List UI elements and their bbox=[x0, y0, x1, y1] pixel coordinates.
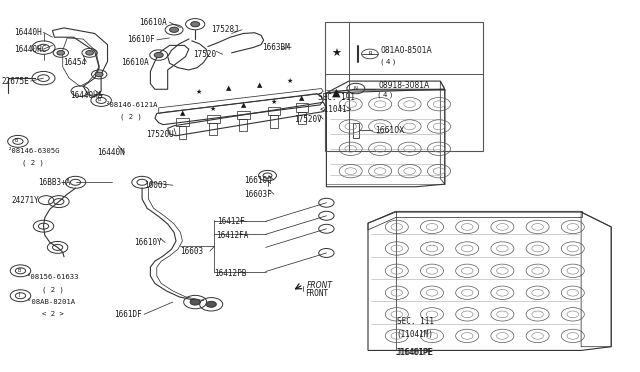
Text: B: B bbox=[17, 267, 21, 273]
Text: 17528J: 17528J bbox=[211, 25, 239, 34]
Text: 1661DF: 1661DF bbox=[114, 310, 141, 319]
Text: B: B bbox=[97, 97, 101, 102]
Text: SEC. 111: SEC. 111 bbox=[397, 317, 434, 326]
Text: (11041M): (11041M) bbox=[397, 330, 434, 339]
Text: ▲: ▲ bbox=[180, 110, 185, 116]
Text: 16603F: 16603F bbox=[244, 190, 272, 199]
Text: J16401PE: J16401PE bbox=[397, 348, 434, 357]
Text: ( 2 ): ( 2 ) bbox=[120, 114, 142, 121]
Text: 16440HC: 16440HC bbox=[14, 45, 47, 54]
Text: 17520U: 17520U bbox=[146, 130, 173, 139]
Text: B: B bbox=[14, 138, 18, 143]
Text: ★: ★ bbox=[286, 78, 292, 84]
Text: 16412FB: 16412FB bbox=[214, 269, 247, 278]
Text: 17520V: 17520V bbox=[294, 115, 322, 124]
Text: 16610Y: 16610Y bbox=[134, 238, 162, 247]
Text: N: N bbox=[354, 86, 358, 91]
Bar bbox=[207, 115, 220, 123]
Bar bbox=[176, 118, 189, 126]
Text: ²08146-6305G: ²08146-6305G bbox=[8, 148, 60, 154]
Text: 24271Y: 24271Y bbox=[12, 196, 39, 205]
Text: ( 2 ): ( 2 ) bbox=[22, 160, 44, 166]
Circle shape bbox=[206, 301, 216, 307]
Text: 16610A: 16610A bbox=[122, 58, 149, 67]
Text: 16BB3+A: 16BB3+A bbox=[38, 178, 71, 187]
Text: °08AB-8201A: °08AB-8201A bbox=[27, 299, 75, 305]
Text: J16401PE: J16401PE bbox=[396, 348, 433, 357]
Text: 16412F: 16412F bbox=[218, 217, 245, 226]
Circle shape bbox=[170, 27, 179, 32]
Text: J: J bbox=[19, 292, 20, 298]
Circle shape bbox=[191, 22, 200, 27]
Bar bbox=[298, 112, 306, 124]
Text: ▲: ▲ bbox=[332, 88, 341, 98]
Text: FRONT: FRONT bbox=[307, 281, 333, 290]
Bar bbox=[296, 103, 308, 112]
Circle shape bbox=[190, 299, 200, 305]
Text: ▲: ▲ bbox=[257, 82, 262, 88]
Bar bbox=[270, 115, 278, 128]
Text: 16440HA: 16440HA bbox=[70, 92, 103, 100]
Bar bbox=[179, 126, 186, 139]
Text: ★: ★ bbox=[332, 49, 342, 59]
Text: ▲: ▲ bbox=[241, 102, 246, 108]
Text: 081A0-8501A: 081A0-8501A bbox=[381, 46, 433, 55]
Text: ²08146-6121A: ²08146-6121A bbox=[106, 102, 158, 108]
Circle shape bbox=[86, 51, 93, 55]
Bar bbox=[325, 22, 483, 151]
Text: 16454: 16454 bbox=[63, 58, 86, 67]
Circle shape bbox=[57, 51, 65, 55]
Text: SEC. 111: SEC. 111 bbox=[318, 93, 355, 102]
Text: 16610A: 16610A bbox=[140, 18, 167, 27]
Text: ▲: ▲ bbox=[227, 86, 232, 92]
Text: 22675E: 22675E bbox=[2, 77, 29, 86]
Text: 16603: 16603 bbox=[180, 247, 204, 256]
Circle shape bbox=[95, 72, 103, 77]
Text: 08918-3081A: 08918-3081A bbox=[378, 81, 429, 90]
Text: ★: ★ bbox=[271, 99, 277, 105]
Text: ★: ★ bbox=[210, 106, 216, 112]
Text: ( 2 ): ( 2 ) bbox=[42, 286, 63, 293]
Text: R: R bbox=[368, 51, 372, 57]
Text: 16610Q: 16610Q bbox=[244, 176, 272, 185]
Text: 17520: 17520 bbox=[193, 50, 216, 59]
Text: 16440N: 16440N bbox=[97, 148, 125, 157]
Text: 16003: 16003 bbox=[144, 181, 167, 190]
Text: 16610X: 16610X bbox=[375, 126, 404, 135]
Text: 16610F: 16610F bbox=[127, 35, 154, 44]
Text: 16440H: 16440H bbox=[14, 28, 42, 37]
Bar bbox=[239, 119, 247, 131]
Bar bbox=[268, 107, 280, 115]
Bar bbox=[209, 123, 217, 135]
Text: FRONT: FRONT bbox=[305, 289, 328, 298]
Circle shape bbox=[154, 52, 163, 58]
Text: < 2 >: < 2 > bbox=[42, 311, 63, 317]
Bar bbox=[237, 111, 250, 119]
Text: ( 4 ): ( 4 ) bbox=[381, 58, 395, 65]
Text: ▲: ▲ bbox=[300, 95, 305, 101]
Bar bbox=[353, 123, 359, 138]
Text: 1663BM: 1663BM bbox=[262, 43, 290, 52]
Text: <11041>: <11041> bbox=[320, 105, 353, 114]
Text: ★: ★ bbox=[195, 89, 202, 95]
Text: ²08156-61633: ²08156-61633 bbox=[27, 274, 79, 280]
Text: 16412FA: 16412FA bbox=[216, 231, 249, 240]
Text: ( 4 ): ( 4 ) bbox=[378, 92, 392, 99]
